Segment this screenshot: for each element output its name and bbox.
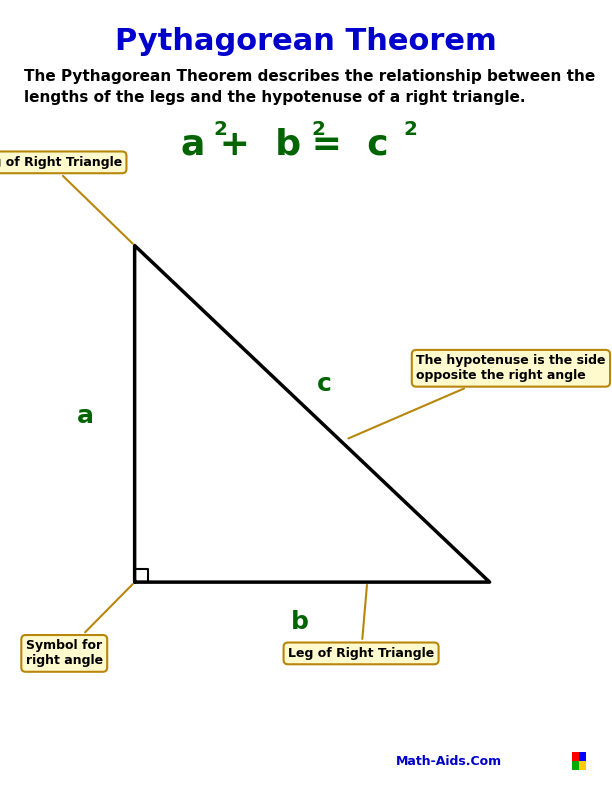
Text: a: a [77,404,94,428]
Text: Leg of Right Triangle: Leg of Right Triangle [288,584,434,660]
FancyBboxPatch shape [572,752,579,761]
Text: The Pythagorean Theorem describes the relationship between the: The Pythagorean Theorem describes the re… [24,70,595,84]
Text: Symbol for
right angle: Symbol for right angle [26,584,133,668]
Text: a: a [181,128,205,161]
Text: +  b: + b [207,128,301,161]
Text: 2: 2 [214,120,227,139]
FancyBboxPatch shape [572,761,579,770]
FancyBboxPatch shape [579,752,586,761]
Text: b: b [291,610,309,634]
Text: Leg of Right Triangle: Leg of Right Triangle [0,156,133,244]
Text: c: c [317,372,332,396]
Text: 2: 2 [312,120,325,139]
FancyBboxPatch shape [579,761,586,770]
Text: Math-Aids.Com: Math-Aids.Com [396,756,502,768]
Text: The hypotenuse is the side
opposite the right angle: The hypotenuse is the side opposite the … [348,354,606,439]
Text: lengths of the legs and the hypotenuse of a right triangle.: lengths of the legs and the hypotenuse o… [24,90,526,105]
Text: =  c: = c [299,128,389,161]
Text: 2: 2 [403,120,417,139]
Text: Pythagorean Theorem: Pythagorean Theorem [115,27,497,55]
